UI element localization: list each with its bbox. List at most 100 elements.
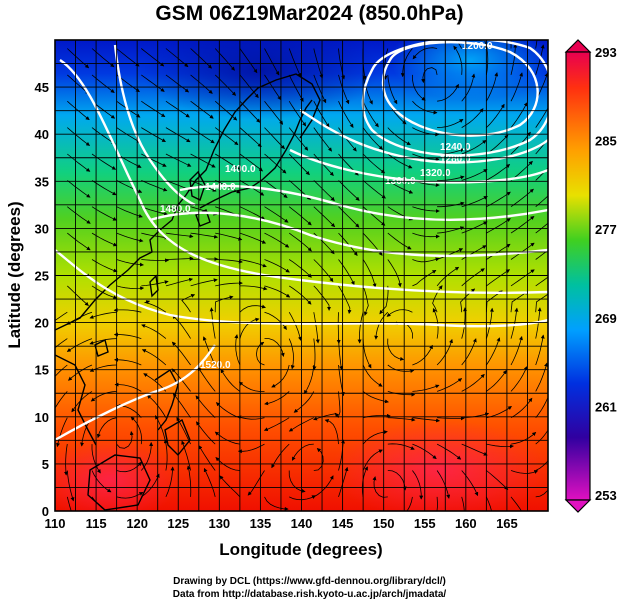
streamline [535, 460, 548, 471]
streamline [387, 180, 414, 194]
contour-1480 [55, 249, 548, 328]
streamline [387, 74, 398, 105]
streamline [172, 393, 191, 418]
streamline [181, 440, 191, 471]
streamline [437, 83, 459, 102]
streamline [486, 134, 509, 155]
y-tick-label: 45 [35, 80, 49, 95]
streamline [535, 429, 548, 445]
y-tick-label: 25 [35, 269, 49, 284]
streamline [165, 100, 190, 118]
streamline [324, 419, 339, 445]
streamline [288, 259, 312, 278]
streamline [165, 74, 190, 93]
contour-1440 [59, 59, 548, 295]
streamline [288, 100, 307, 127]
streamline [190, 48, 212, 69]
streamline [198, 445, 216, 471]
colorbar: 293 285 277 269 261 253 [564, 39, 617, 513]
coastlines [55, 73, 321, 511]
contour-label-1520: 1520.0 [200, 360, 231, 371]
streamline [313, 74, 327, 104]
streamline [362, 101, 379, 128]
streamline [412, 417, 441, 423]
streamline [486, 307, 494, 339]
x-tick-label: 115 [86, 516, 107, 531]
streamline [264, 285, 291, 298]
streamline [239, 259, 267, 268]
streamline [67, 48, 90, 69]
streamline [437, 119, 464, 128]
streamline [436, 338, 453, 366]
streamline [535, 222, 548, 234]
streamline [486, 496, 492, 511]
streamline [141, 127, 166, 143]
streamline [55, 391, 68, 409]
colorbar-tick-label: 277 [595, 222, 617, 237]
y-tick-label: 0 [42, 504, 49, 519]
y-tick-labels: 0 5 10 15 20 25 30 35 40 45 [35, 80, 49, 519]
streamline [362, 259, 377, 288]
streamline [313, 127, 333, 152]
streamline [412, 257, 440, 263]
streamline [181, 294, 196, 313]
streamline [421, 67, 438, 84]
streamline [436, 443, 462, 460]
streamline [288, 312, 302, 341]
streamline [338, 127, 357, 152]
streamline [91, 444, 101, 474]
streamline [510, 397, 533, 419]
streamline [288, 48, 302, 78]
streamline [190, 278, 218, 287]
streamline [264, 311, 287, 330]
streamline [264, 391, 290, 406]
streamline [56, 417, 68, 448]
streamline [313, 101, 330, 128]
streamline [190, 153, 216, 168]
coastline-borneo [87, 454, 151, 511]
streamline [400, 48, 413, 78]
contour-1200 [381, 40, 539, 137]
streamline [239, 153, 264, 172]
streamline [141, 349, 167, 366]
streamline [510, 365, 528, 392]
streamline [436, 248, 464, 260]
contour-label-1200: 1200.0 [462, 41, 493, 52]
streamline [313, 206, 336, 228]
streamline [116, 232, 144, 243]
coastline-asia [55, 73, 321, 331]
streamline [202, 336, 216, 366]
streamline [412, 232, 440, 239]
x-tick-label: 110 [45, 516, 66, 531]
streamline [362, 285, 369, 316]
streamline [116, 206, 143, 218]
streamline [247, 470, 265, 496]
colorbar-body [565, 51, 591, 501]
streamline [288, 470, 306, 493]
streamline [386, 309, 413, 317]
streamline [437, 201, 465, 208]
streamline [239, 74, 259, 99]
streamline [461, 496, 465, 511]
streamline [535, 40, 538, 49]
streamline [338, 466, 349, 498]
streamline [436, 378, 463, 392]
streamline [141, 153, 167, 167]
streamline [209, 307, 216, 339]
streamline [116, 259, 144, 267]
contour-label-1320: 1320.0 [420, 168, 451, 179]
streamline [220, 368, 241, 392]
streamline [412, 269, 437, 287]
streamline [89, 311, 117, 319]
y-tick-label: 30 [35, 221, 49, 236]
streamline [186, 465, 192, 497]
streamline [535, 195, 548, 208]
streamline [239, 48, 258, 74]
streamline [288, 127, 309, 151]
streamline [461, 268, 485, 287]
y-tick-label: 20 [35, 316, 49, 331]
contour-label-1400: 1400.0 [225, 164, 256, 175]
streamline [510, 307, 519, 339]
streamline [55, 338, 68, 349]
contour-1320 [289, 148, 548, 184]
